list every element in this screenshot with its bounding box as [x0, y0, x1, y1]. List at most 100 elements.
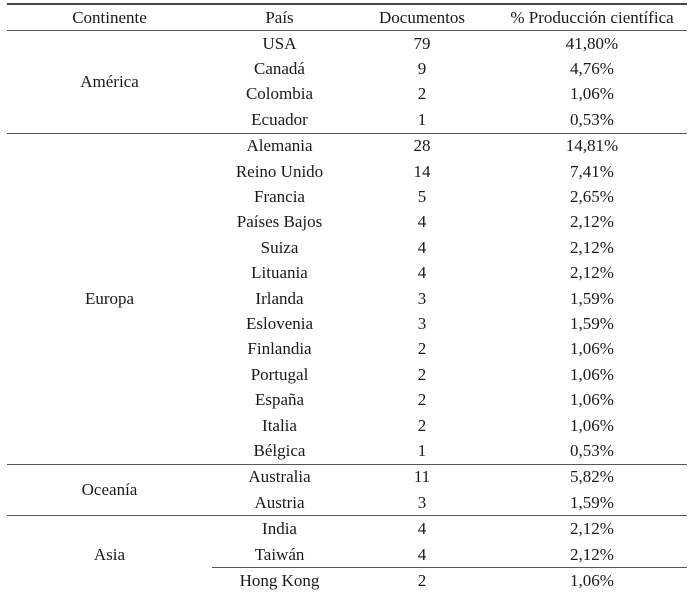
- column-header-continente: Continente: [7, 4, 212, 31]
- cell-documentos: 1: [417, 109, 427, 129]
- cell-documentos: 4: [417, 237, 427, 257]
- cell-porcentaje: 1,06%: [570, 339, 614, 359]
- table-row: Ecuador 1 0,53%: [7, 107, 687, 133]
- table-row: Canadá 9 4,76%: [7, 56, 687, 81]
- table-row: Países Bajos 4 2,12%: [7, 210, 687, 235]
- cell-pais: USA: [212, 30, 347, 57]
- table-row: Asia India 4 2,12%: [7, 515, 687, 592]
- cell-porcentaje: 14,81%: [497, 132, 687, 159]
- column-header-pais: País: [212, 4, 347, 31]
- cell-pais: Alemania: [212, 132, 347, 159]
- table-body: América USA 79 41,80% Canadá 9 4,76% Colombia 2 1…: [7, 30, 687, 592]
- cell-documentos: 2: [417, 390, 427, 410]
- table-row: Europa Alemania 28 14,81%: [7, 132, 687, 465]
- cell-pais: Eslovenia: [245, 313, 314, 333]
- cell-porcentaje: 0,53%: [570, 440, 614, 460]
- cell-continente: Oceanía: [7, 463, 212, 516]
- table-row: América USA 79 41,80%: [7, 30, 687, 134]
- cell-porcentaje: 41,80%: [497, 30, 687, 57]
- cell-pais: India: [212, 515, 347, 542]
- table-row: Italia 2 1,06%: [7, 413, 687, 438]
- cell-documentos: 11: [347, 463, 497, 491]
- cell-pais: Ecuador: [251, 109, 308, 129]
- table-row: Colombia 2 1,06%: [7, 82, 687, 107]
- cell-pais: Austria: [254, 492, 305, 512]
- table-row: Oceanía Australia 11 5,82%: [7, 463, 687, 516]
- cell-porcentaje: 1,06%: [570, 415, 614, 435]
- cell-documentos: 2: [417, 339, 427, 359]
- cell-documentos: 9: [417, 59, 427, 79]
- cell-porcentaje: 2,12%: [570, 263, 614, 283]
- cell-porcentaje: 0,53%: [570, 109, 614, 129]
- cell-continente: América: [7, 30, 212, 134]
- cell-pais: Irlanda: [255, 288, 304, 308]
- cell-pais: Países Bajos: [236, 212, 323, 232]
- cell-porcentaje: 1,06%: [570, 390, 614, 410]
- cell-pais: Canadá: [254, 59, 305, 79]
- cell-porcentaje: 1,59%: [570, 288, 614, 308]
- cell-pais: Reino Unido: [235, 161, 324, 181]
- cell-documentos: 3: [417, 313, 427, 333]
- cell-porcentaje: 2,12%: [570, 212, 614, 232]
- table-row: Eslovenia 3 1,59%: [7, 311, 687, 336]
- cell-porcentaje: 2,12%: [497, 515, 687, 542]
- table-row: Portugal 2 1,06%: [7, 362, 687, 387]
- cell-pais: Lituania: [251, 263, 308, 283]
- table-row: Irlanda 3 1,59%: [7, 286, 687, 311]
- column-header-documentos: Documentos: [347, 4, 497, 31]
- cell-pais: Suiza: [260, 237, 299, 257]
- cell-pais: Finlandia: [247, 339, 312, 359]
- cell-continente: Asia: [7, 515, 212, 592]
- table-row: Reino Unido 14 7,41%: [7, 159, 687, 184]
- cell-documentos: 79: [347, 30, 497, 57]
- cell-pais: Bélgica: [253, 440, 306, 460]
- cell-continente: Europa: [7, 132, 212, 465]
- table-row: Taiwán 4 2,12%: [7, 542, 687, 568]
- cell-pais: España: [254, 390, 305, 410]
- cell-porcentaje: 2,12%: [570, 237, 614, 257]
- scientific-production-table: Continente País Documentos % Producción …: [7, 3, 687, 592]
- table-row: Francia 5 2,65%: [7, 184, 687, 209]
- cell-documentos: 4: [417, 263, 427, 283]
- cell-documentos: 14: [413, 161, 431, 181]
- cell-pais: Italia: [262, 415, 297, 435]
- cell-documentos: 2: [347, 567, 497, 592]
- cell-pais: Taiwán: [254, 544, 305, 564]
- cell-documentos: 4: [347, 515, 497, 542]
- table-row: Bélgica 1 0,53%: [7, 438, 687, 464]
- cell-documentos: 4: [417, 212, 427, 232]
- cell-porcentaje: 1,06%: [497, 567, 687, 592]
- cell-porcentaje: 1,59%: [570, 313, 614, 333]
- cell-pais: Colombia: [245, 84, 314, 104]
- cell-porcentaje: 1,59%: [570, 492, 614, 512]
- cell-porcentaje: 5,82%: [497, 463, 687, 491]
- cell-pais: Portugal: [250, 364, 309, 384]
- cell-porcentaje: 1,06%: [570, 364, 614, 384]
- table-row: Finlandia 2 1,06%: [7, 337, 687, 362]
- header-row: Continente País Documentos % Producción …: [7, 4, 687, 31]
- cell-porcentaje: 7,41%: [570, 161, 614, 181]
- table-row: Austria 3 1,59%: [7, 490, 687, 516]
- cell-porcentaje: 2,65%: [570, 187, 614, 207]
- cell-pais: Australia: [212, 463, 347, 491]
- cell-pais: Hong Kong: [212, 567, 347, 592]
- column-header-porcentaje: % Producción científica: [497, 4, 687, 31]
- cell-porcentaje: 1,06%: [570, 84, 614, 104]
- cell-documentos: 2: [417, 84, 427, 104]
- cell-documentos: 4: [417, 544, 427, 564]
- cell-porcentaje: 2,12%: [570, 544, 614, 564]
- cell-documentos: 2: [417, 415, 427, 435]
- cell-documentos: 1: [417, 440, 427, 460]
- cell-documentos: 28: [347, 132, 497, 159]
- cell-documentos: 3: [417, 288, 427, 308]
- cell-documentos: 3: [417, 492, 427, 512]
- table-row: Suiza 4 2,12%: [7, 235, 687, 260]
- cell-porcentaje: 4,76%: [570, 59, 614, 79]
- cell-pais: Francia: [254, 187, 305, 207]
- table-row: Lituania 4 2,12%: [7, 261, 687, 286]
- cell-documentos: 5: [417, 187, 427, 207]
- cell-documentos: 2: [417, 364, 427, 384]
- table-row: Hong Kong 2 1,06%: [7, 567, 687, 592]
- table-row: España 2 1,06%: [7, 387, 687, 412]
